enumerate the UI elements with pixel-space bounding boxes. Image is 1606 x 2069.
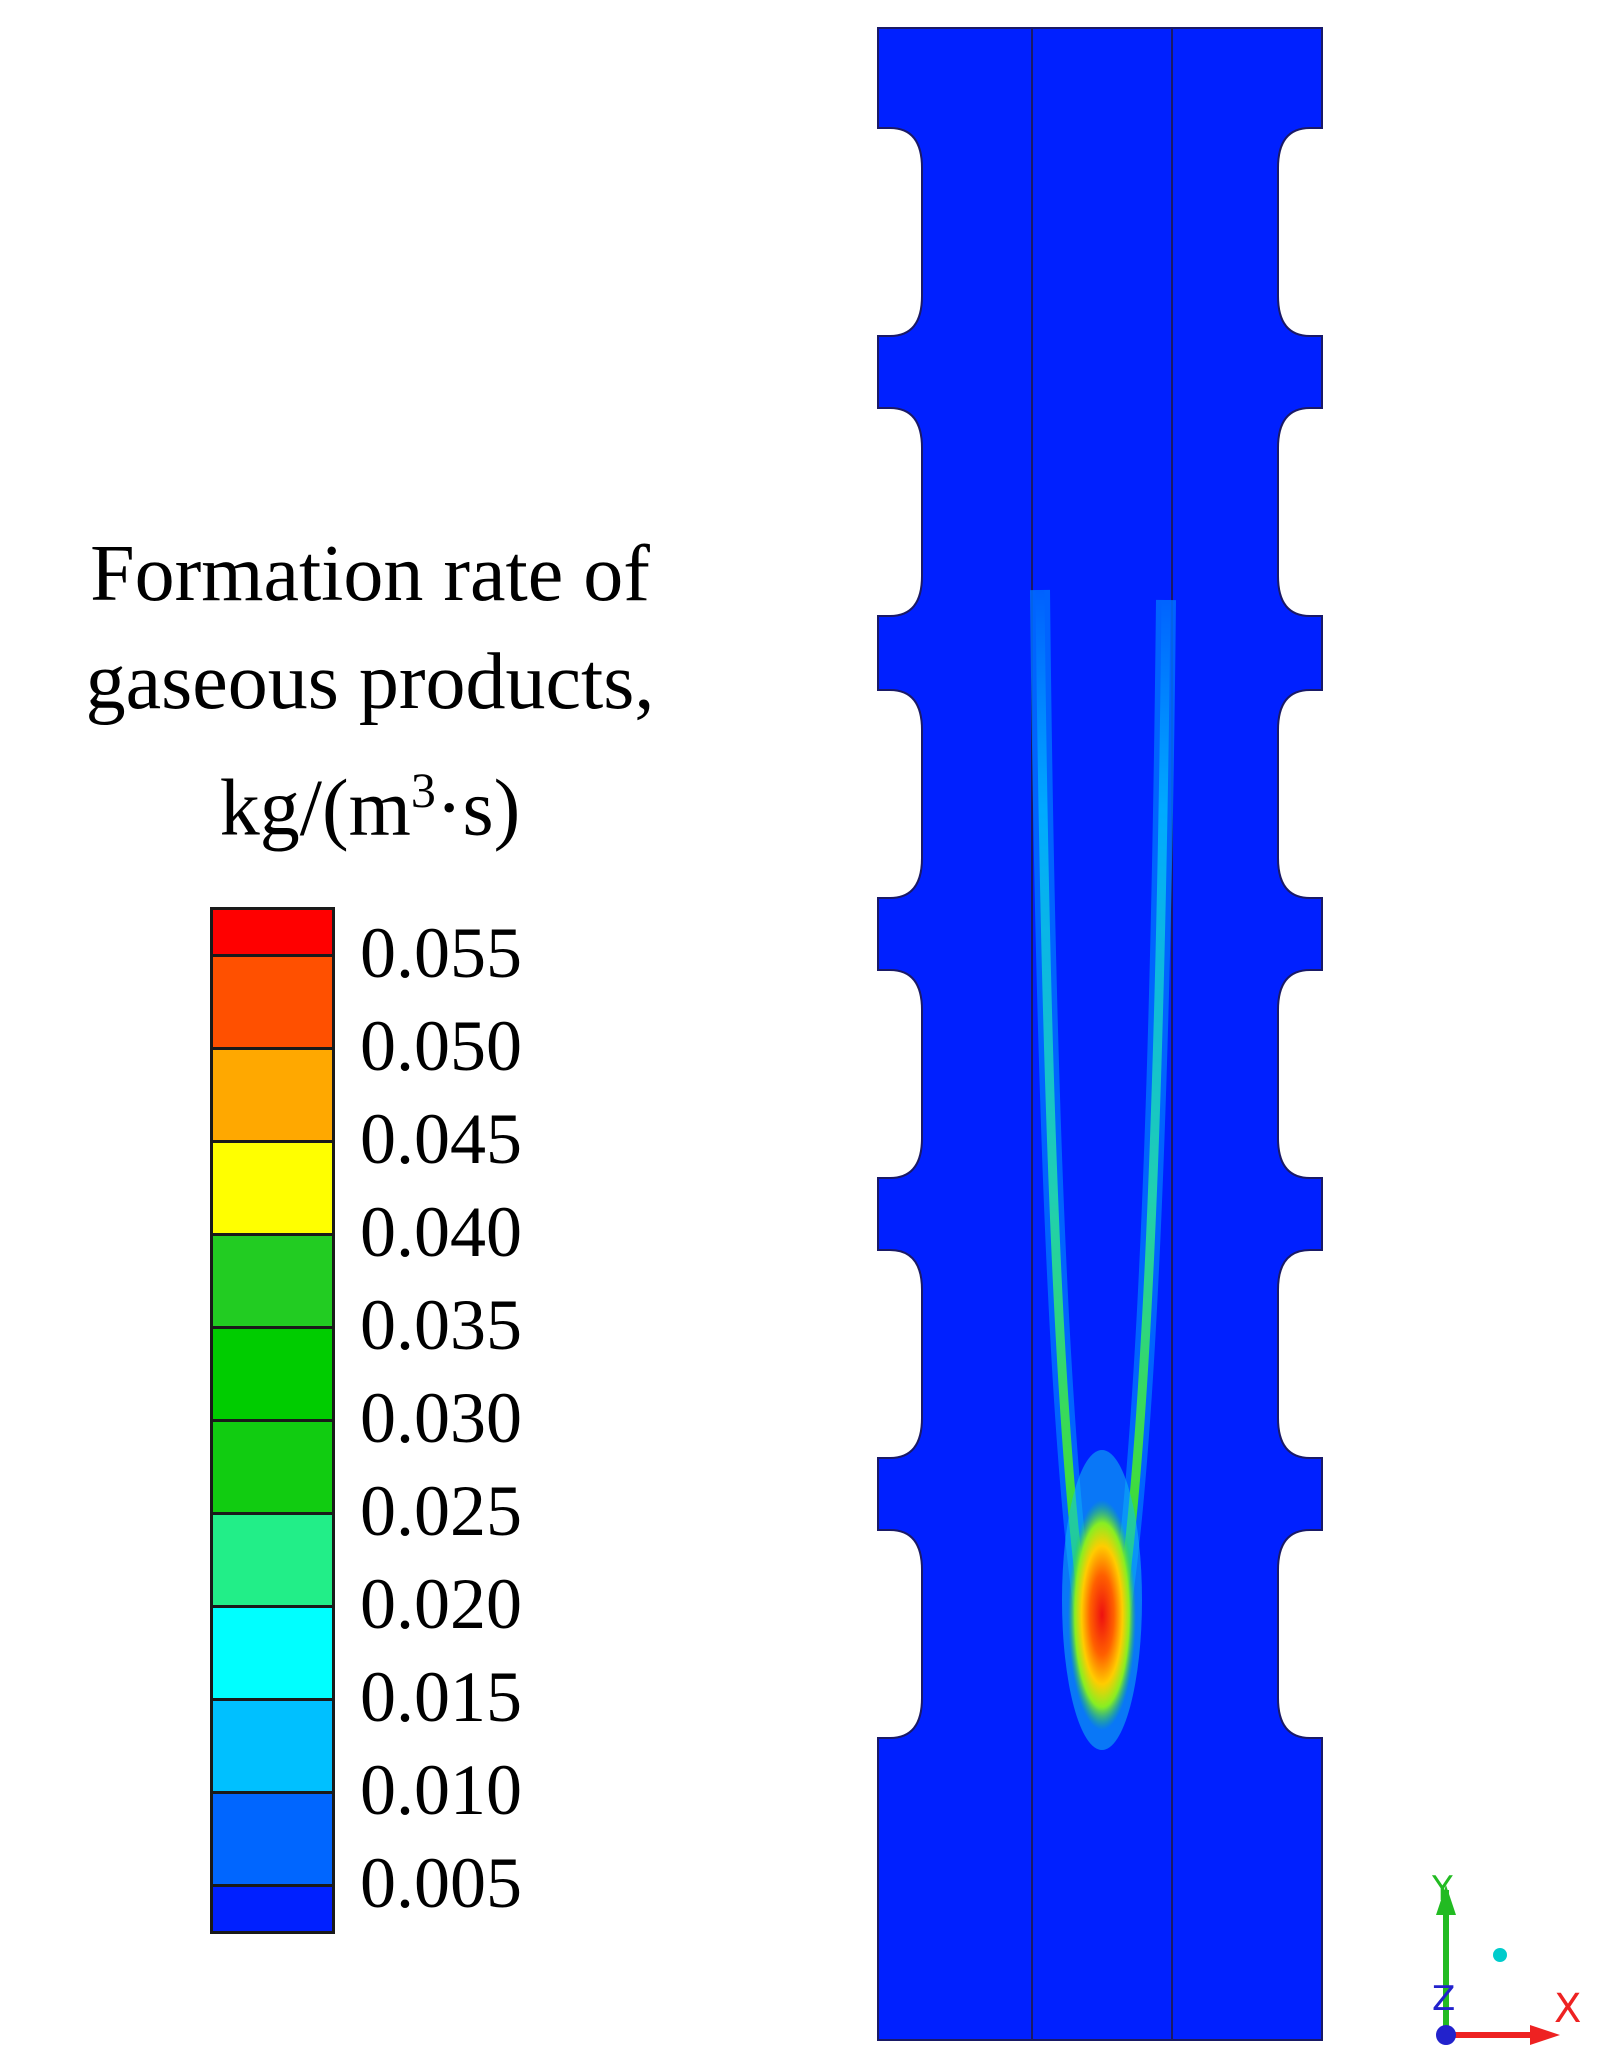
colorbar-swatch xyxy=(210,1884,335,1934)
legend-unit: kg/(m3·s) xyxy=(0,736,740,863)
colorbar xyxy=(210,907,335,1934)
colorbar-swatch xyxy=(210,1698,335,1794)
colorbar-swatch xyxy=(210,1326,335,1422)
legend-title-line-1: Formation rate of xyxy=(90,530,650,618)
unit-prefix: kg/(m xyxy=(219,764,411,853)
y-arrowhead xyxy=(1436,1885,1456,1915)
colorbar-swatch xyxy=(210,1791,335,1887)
colorbar-swatch xyxy=(210,1233,335,1329)
colorbar-tick-label: 0.035 xyxy=(360,1285,522,1365)
colorbar-tick-label: 0.025 xyxy=(360,1471,522,1551)
colorbar-tick-label: 0.040 xyxy=(360,1192,522,1272)
x-axis-label: X xyxy=(1554,1986,1581,2032)
colorbar-swatch xyxy=(210,1140,335,1236)
origin-dot xyxy=(1436,2025,1456,2045)
axis-triad: Y Z X xyxy=(1431,1869,1581,2045)
colorbar-tick-label: 0.020 xyxy=(360,1564,522,1644)
reaction-zone-hotspot xyxy=(1068,1500,1136,1730)
colorbar-tick-label: 0.045 xyxy=(360,1099,522,1179)
view-dot xyxy=(1493,1948,1507,1962)
y-axis-label: Y xyxy=(1431,1869,1453,1909)
legend-title-line-2: gaseous products, xyxy=(85,638,655,726)
unit-suffix: ·s) xyxy=(435,764,521,853)
z-axis-label: Z xyxy=(1432,1979,1455,2019)
colorbar-tick-label: 0.030 xyxy=(360,1378,522,1458)
colorbar-tick-label: 0.010 xyxy=(360,1750,522,1830)
colorbar-tick-label: 0.005 xyxy=(360,1843,522,1923)
colorbar-swatch xyxy=(210,1047,335,1143)
legend-title: Formation rate of gaseous products, kg/(… xyxy=(0,520,740,863)
unit-superscript: 3 xyxy=(410,762,436,818)
colorbar-tick-label: 0.015 xyxy=(360,1657,522,1737)
colorbar-swatch xyxy=(210,1512,335,1608)
x-arrowhead xyxy=(1530,2025,1560,2045)
colorbar-tick-label: 0.055 xyxy=(360,913,522,993)
reactor-outline xyxy=(877,27,1323,2041)
colorbar-tick-label: 0.050 xyxy=(360,1006,522,1086)
